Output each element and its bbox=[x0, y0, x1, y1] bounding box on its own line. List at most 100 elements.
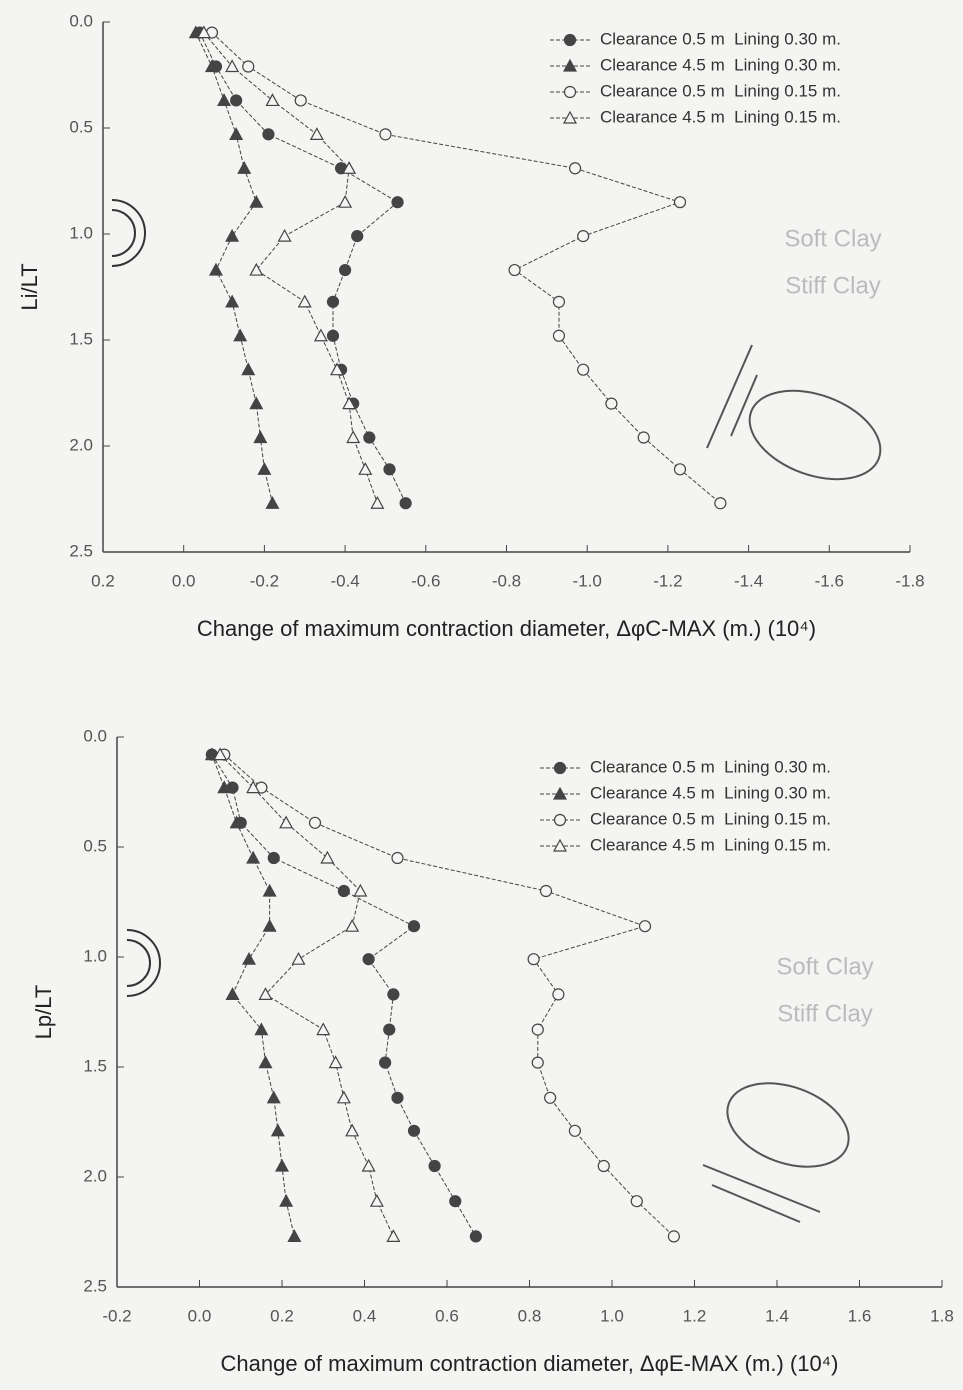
y-tick-label: 1.0 bbox=[69, 223, 93, 242]
marker-circle bbox=[469, 1230, 482, 1243]
y-tick-label: 2.5 bbox=[83, 1276, 107, 1295]
marker-triangle bbox=[225, 987, 240, 1000]
tunnel-icon bbox=[111, 199, 161, 997]
marker-triangle bbox=[246, 780, 261, 794]
x-tick-label: 0.8 bbox=[518, 1306, 542, 1325]
x-tick-label: -1.2 bbox=[653, 571, 682, 590]
marker-triangle bbox=[254, 1022, 269, 1036]
x-tick-label: 1.8 bbox=[930, 1306, 954, 1325]
y-tick-label: 2.5 bbox=[69, 541, 93, 560]
x-tick-label: -1.8 bbox=[895, 571, 924, 590]
marker-circle bbox=[552, 988, 565, 1001]
marker-triangle bbox=[342, 396, 357, 410]
y-tick-label: 0.5 bbox=[69, 117, 93, 136]
marker-triangle bbox=[204, 59, 219, 73]
marker-circle bbox=[577, 230, 590, 243]
marker-triangle bbox=[249, 262, 264, 276]
x-tick-label: 1.4 bbox=[765, 1306, 789, 1325]
marker-circle bbox=[552, 295, 566, 308]
marker-circle bbox=[387, 988, 400, 1001]
marker-circle bbox=[553, 761, 567, 775]
marker-triangle bbox=[342, 161, 357, 174]
marker-circle bbox=[294, 94, 307, 107]
y-tick-label: 1.5 bbox=[69, 329, 93, 348]
marker-triangle bbox=[241, 362, 256, 376]
x-tick-label: -0.2 bbox=[250, 571, 279, 590]
marker-triangle bbox=[249, 194, 264, 208]
marker-circle bbox=[508, 263, 521, 277]
marker-circle bbox=[714, 497, 727, 510]
marker-circle bbox=[539, 884, 553, 898]
marker-circle bbox=[563, 85, 577, 99]
marker-circle bbox=[428, 1159, 441, 1173]
marker-triangle bbox=[246, 850, 261, 864]
marker-circle bbox=[605, 397, 618, 410]
marker-circle bbox=[531, 1023, 544, 1036]
marker-triangle bbox=[265, 495, 280, 509]
x-tick-label: 0.2 bbox=[270, 1306, 294, 1325]
marker-triangle bbox=[330, 362, 345, 376]
marker-triangle bbox=[233, 328, 248, 342]
marker-triangle bbox=[338, 194, 353, 208]
marker-triangle bbox=[345, 1123, 360, 1137]
marker-triangle bbox=[345, 918, 360, 932]
marker-circle bbox=[597, 1159, 610, 1173]
legend-label: Clearance 0.5 m Lining 0.30 m. bbox=[600, 29, 841, 48]
x-tick-label: -1.4 bbox=[734, 571, 763, 590]
marker-triangle bbox=[237, 161, 252, 174]
annotation: Soft Clay bbox=[776, 953, 873, 980]
marker-circle bbox=[568, 1124, 581, 1137]
legend-label: Clearance 4.5 m Lining 0.15 m. bbox=[590, 835, 831, 854]
marker-triangle bbox=[262, 883, 277, 897]
marker-triangle bbox=[225, 294, 240, 308]
marker-circle bbox=[262, 128, 275, 141]
marker-triangle bbox=[562, 58, 578, 72]
x-tick-label: 1.2 bbox=[683, 1306, 707, 1325]
marker-circle bbox=[379, 128, 392, 141]
marker-triangle bbox=[370, 495, 385, 509]
annotation: Stiff Clay bbox=[777, 1000, 873, 1027]
marker-triangle bbox=[552, 786, 568, 800]
marker-circle bbox=[399, 497, 412, 510]
marker-triangle bbox=[287, 1229, 302, 1242]
marker-triangle bbox=[217, 780, 232, 794]
marker-triangle bbox=[309, 127, 324, 140]
marker-circle bbox=[449, 1195, 462, 1208]
legend-label: Clearance 0.5 m Lining 0.30 m. bbox=[590, 757, 831, 776]
marker-circle bbox=[391, 851, 404, 865]
x-tick-label: 0.4 bbox=[353, 1306, 377, 1325]
y-tick-label: 1.0 bbox=[83, 946, 107, 965]
marker-triangle bbox=[353, 883, 368, 897]
marker-triangle bbox=[241, 951, 257, 965]
marker-triangle bbox=[291, 951, 306, 965]
legend-label: Clearance 0.5 m Lining 0.15 m. bbox=[590, 809, 831, 828]
marker-triangle bbox=[225, 228, 240, 242]
marker-triangle bbox=[358, 462, 373, 475]
marker-triangle bbox=[297, 294, 312, 308]
marker-triangle bbox=[208, 262, 223, 276]
marker-circle bbox=[326, 295, 340, 308]
marker-circle bbox=[673, 463, 687, 476]
marker-triangle bbox=[313, 328, 328, 342]
marker-circle bbox=[407, 920, 421, 933]
marker-circle bbox=[531, 1056, 544, 1069]
marker-circle bbox=[638, 920, 652, 933]
ellipse-diagram bbox=[702, 344, 882, 1223]
y-axis-title: Li/LT bbox=[17, 263, 42, 310]
marker-circle bbox=[391, 196, 404, 209]
marker-triangle bbox=[369, 1193, 384, 1207]
marker-triangle bbox=[266, 1090, 281, 1104]
x-tick-label: -1.6 bbox=[815, 571, 844, 590]
x-tick-label: -0.4 bbox=[330, 571, 359, 590]
marker-circle bbox=[326, 329, 340, 342]
x-tick-label: -1.0 bbox=[573, 571, 602, 590]
marker-triangle bbox=[262, 918, 277, 932]
marker-triangle bbox=[316, 1022, 331, 1036]
x-tick-label: -0.2 bbox=[102, 1306, 131, 1325]
marker-circle bbox=[267, 851, 280, 865]
x-tick-label: 0.6 bbox=[435, 1306, 459, 1325]
x-tick-label: -0.8 bbox=[492, 571, 521, 590]
marker-circle bbox=[362, 953, 375, 966]
